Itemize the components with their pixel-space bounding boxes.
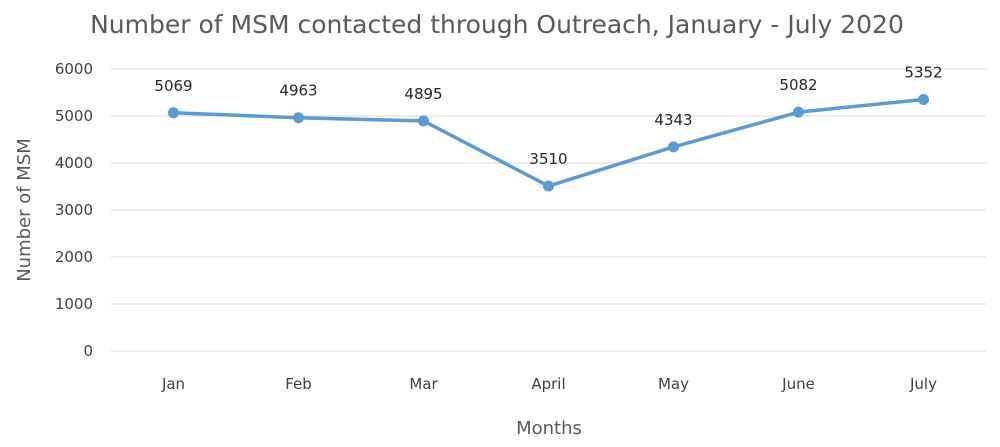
- x-tick-label: April: [531, 375, 565, 393]
- y-axis-ticks: 0 1000 2000 3000 4000 5000 6000: [55, 60, 93, 360]
- data-point: [918, 93, 929, 105]
- x-tick-label: July: [909, 375, 937, 393]
- x-axis-ticks: Jan Feb Mar April May June July: [161, 375, 937, 393]
- series-layer: [168, 93, 929, 192]
- y-tick-label: 2000: [55, 248, 93, 266]
- x-tick-label: May: [658, 375, 689, 393]
- data-point: [293, 112, 304, 124]
- y-tick-label: 5000: [55, 107, 93, 125]
- gridlines: [111, 68, 986, 352]
- data-point: [543, 180, 554, 192]
- data-label: 4895: [404, 85, 442, 103]
- data-labels: 5069 4963 4895 3510 4343 5082 5352: [154, 63, 942, 168]
- data-label: 5352: [904, 63, 942, 81]
- x-tick-label: June: [781, 375, 815, 393]
- y-tick-label: 3000: [55, 201, 93, 219]
- data-point: [793, 106, 804, 118]
- y-tick-label: 1000: [55, 295, 93, 313]
- chart-title: Number of MSM contacted through Outreach…: [90, 10, 904, 39]
- x-tick-label: Mar: [409, 375, 438, 393]
- x-tick-label: Jan: [161, 375, 185, 393]
- data-label: 5082: [779, 76, 817, 94]
- series-line: [171, 97, 926, 188]
- x-tick-label: Feb: [285, 375, 312, 393]
- data-label: 4963: [279, 82, 317, 100]
- data-label: 5069: [154, 77, 192, 95]
- data-point: [668, 141, 679, 153]
- data-point: [168, 107, 179, 119]
- y-tick-label: 4000: [55, 154, 93, 172]
- data-label: 3510: [529, 150, 567, 168]
- x-axis-title: Months: [516, 418, 582, 439]
- y-tick-label: 0: [83, 342, 93, 360]
- data-point: [418, 115, 429, 127]
- y-tick-label: 6000: [55, 60, 93, 78]
- data-label: 4343: [654, 111, 692, 129]
- y-axis-title: Number of MSM: [14, 138, 35, 282]
